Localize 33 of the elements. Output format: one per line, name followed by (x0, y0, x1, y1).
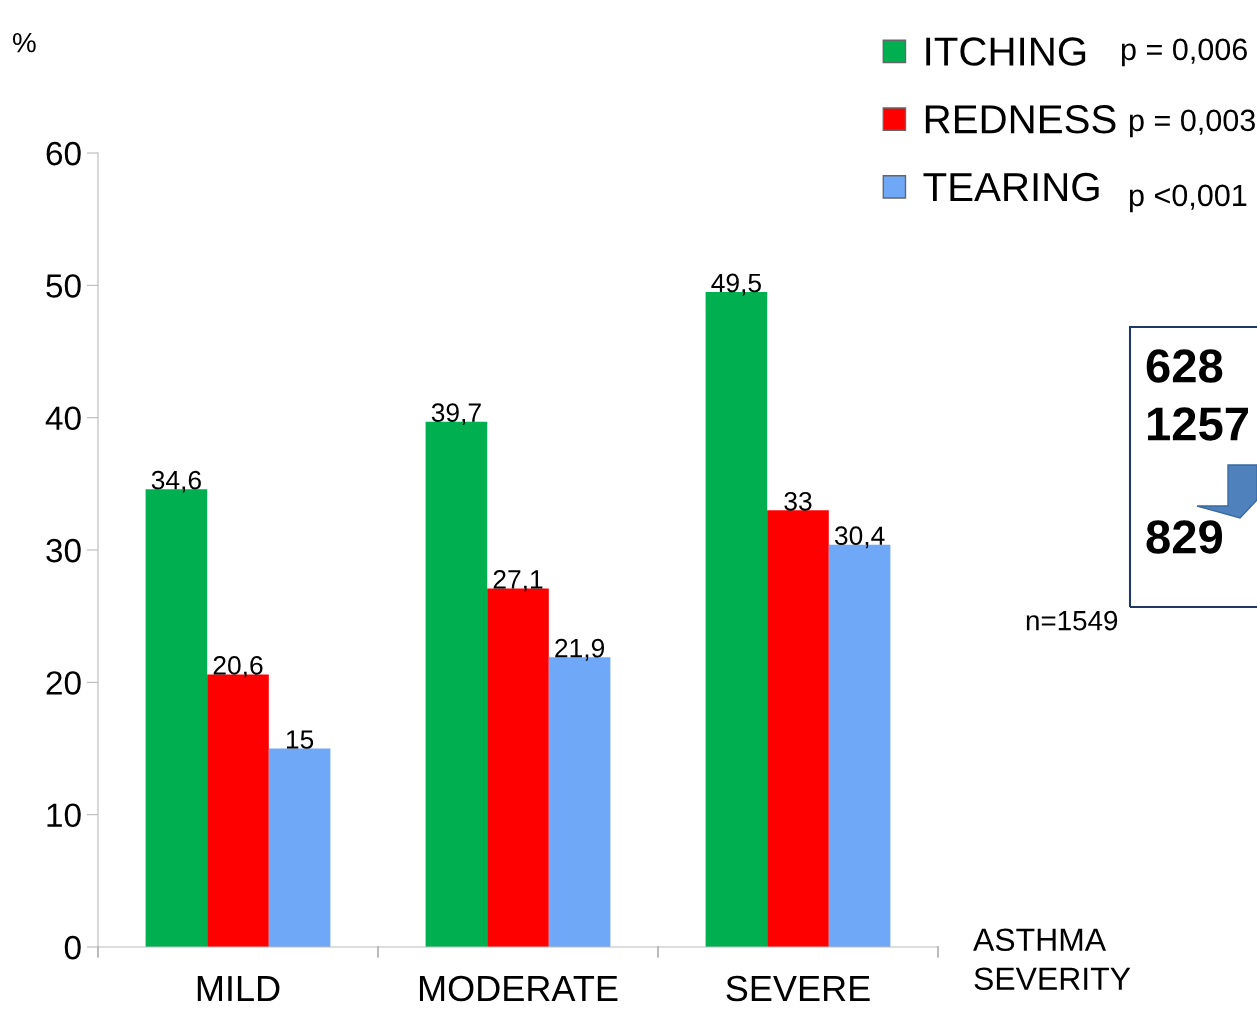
data-label: 33 (784, 491, 812, 511)
y-tick-label: 20 (46, 671, 81, 695)
text: p = 0,003 (1129, 109, 1255, 138)
data-label: 34,6 (151, 470, 201, 493)
text: n=1549 (1026, 610, 1118, 631)
data-label: 21,9 (555, 638, 605, 661)
data-label: 27,1 (493, 570, 543, 592)
text: p = 0,006 (1121, 38, 1247, 67)
y-tick-label: 50 (46, 274, 81, 298)
data-label: 49,5 (711, 273, 761, 296)
data-label: 15 (286, 730, 314, 749)
x-axis-title: ASTHMA SEVERITY (973, 928, 1131, 991)
data-label: 39,7 (431, 403, 481, 426)
y-tick-label: 40 (45, 406, 81, 431)
text: 1257 (1147, 407, 1248, 441)
text: 829 (1146, 520, 1223, 554)
legend-label: ITCHING (926, 37, 1086, 66)
bar (268, 748, 331, 947)
legend-label: TEARING (923, 172, 1099, 202)
bar (767, 510, 829, 947)
data-label: 30,4 (834, 526, 885, 549)
text: p <0,001 (1129, 184, 1247, 213)
legend-label: REDNESS (925, 105, 1116, 134)
data-label: 20,6 (213, 656, 263, 678)
y-tick-label: 30 (46, 538, 81, 563)
x-tick-label: MODERATE (419, 975, 618, 1002)
y-tick-label: 0 (64, 935, 81, 960)
x-tick-label: SEVERE (726, 975, 870, 1002)
y-axis-title: % (12, 32, 36, 53)
x-tick-label: MILD (197, 976, 280, 1001)
y-tick-label: 10 (47, 803, 81, 828)
text: 628 (1146, 349, 1223, 383)
y-tick-label: 60 (46, 141, 81, 166)
